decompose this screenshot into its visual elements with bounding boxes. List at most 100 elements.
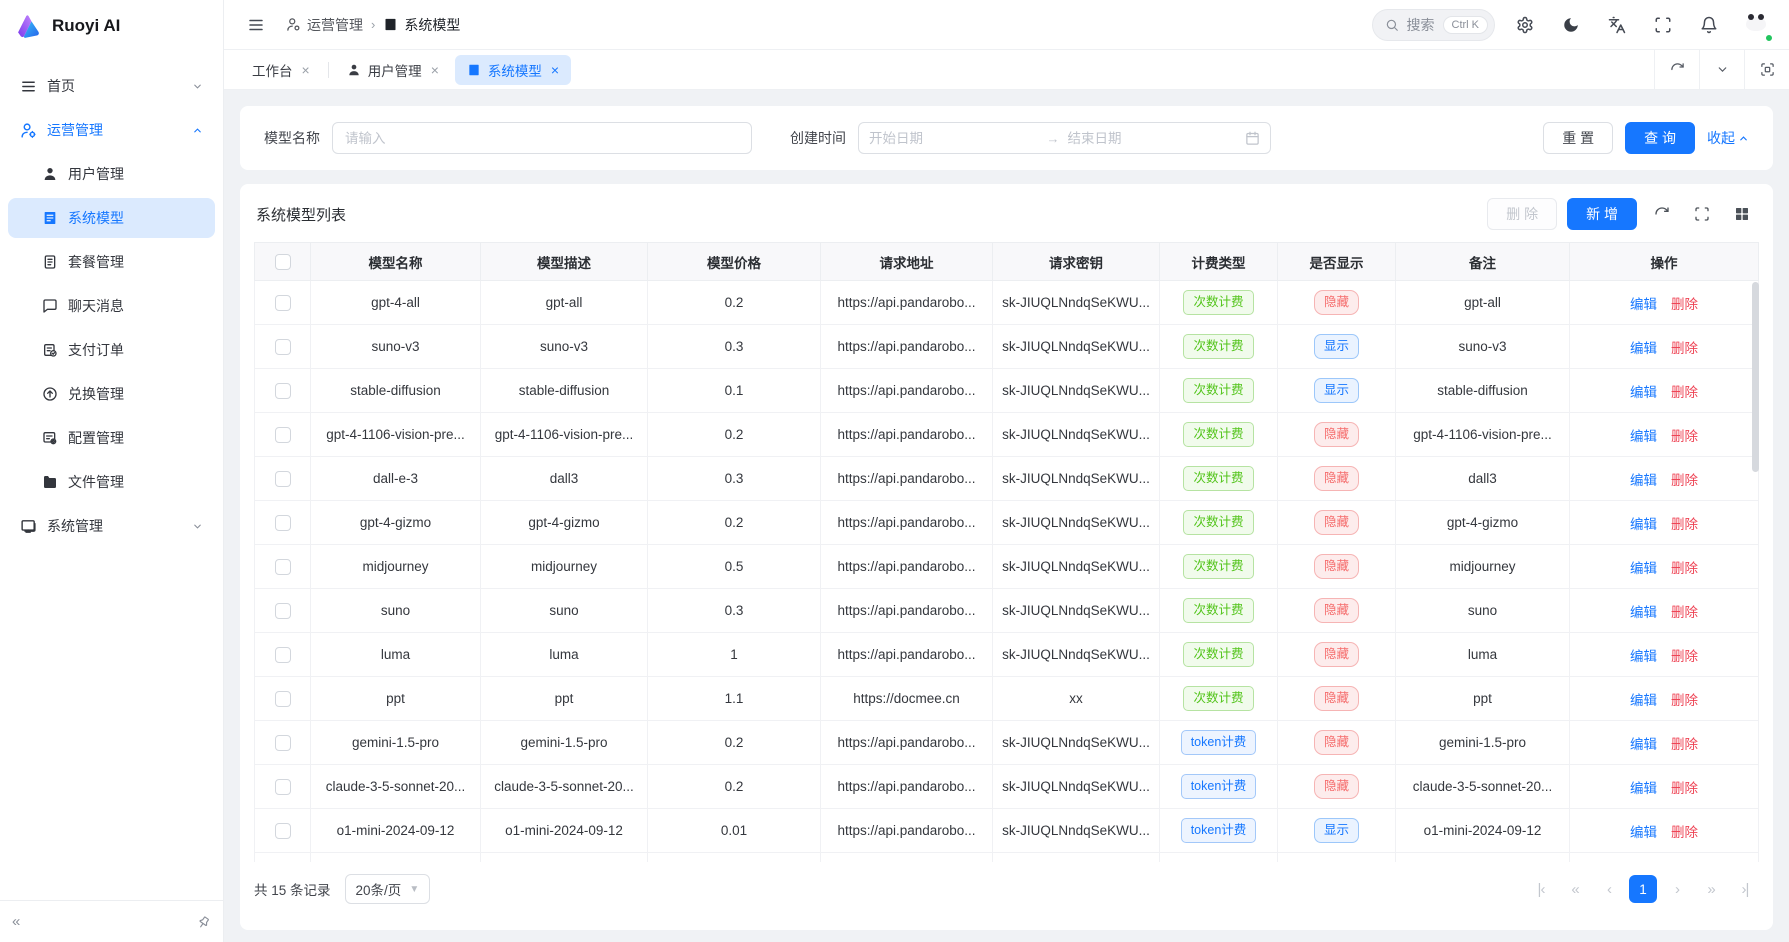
row-checkbox[interactable] — [274, 514, 291, 531]
table-scrollbar-thumb[interactable] — [1752, 282, 1759, 472]
sidebar-item-operations[interactable]: 运营管理 — [8, 110, 215, 150]
row-checkbox[interactable] — [274, 426, 291, 443]
sidebar-item-payment-orders[interactable]: 支付订单 — [8, 330, 215, 370]
row-checkbox[interactable] — [274, 734, 291, 751]
sidebar-collapse-button[interactable]: « — [12, 913, 21, 930]
global-search[interactable]: 搜索 Ctrl K — [1371, 8, 1495, 41]
edit-link[interactable]: 编辑 — [1630, 648, 1657, 664]
prev-page-button[interactable]: ‹ — [1607, 880, 1612, 898]
edit-link[interactable]: 编辑 — [1630, 296, 1657, 312]
sidebar-item-package-mgmt[interactable]: 套餐管理 — [8, 242, 215, 282]
row-checkbox[interactable] — [274, 602, 291, 619]
tab-user-mgmt[interactable]: 用户管理 × — [335, 55, 451, 85]
next-page-button[interactable]: › — [1675, 880, 1680, 898]
hamburger-menu-icon[interactable] — [240, 9, 272, 41]
last-page-button[interactable]: ›| — [1741, 880, 1750, 898]
tab-system-model[interactable]: 系统模型 × — [454, 54, 572, 85]
delete-link[interactable]: 删除 — [1671, 736, 1698, 752]
sidebar-item-file-mgmt[interactable]: 文件管理 — [8, 462, 215, 502]
reset-button[interactable]: 重 置 — [1543, 122, 1614, 154]
row-checkbox[interactable] — [274, 778, 291, 795]
app-logo[interactable]: Ruoyi AI — [0, 0, 223, 52]
prev-jump-button[interactable]: « — [1571, 880, 1579, 898]
add-button[interactable]: 新 增 — [1567, 198, 1637, 230]
delete-link[interactable]: 删除 — [1671, 384, 1698, 400]
request-key: sk-JIUQLNndqSeKWU... — [992, 588, 1160, 633]
edit-link[interactable]: 编辑 — [1630, 824, 1657, 840]
row-checkbox[interactable] — [274, 338, 291, 355]
sidebar-item-home[interactable]: 首页 — [8, 66, 215, 106]
delete-link[interactable]: 删除 — [1671, 516, 1698, 532]
edit-link[interactable]: 编辑 — [1630, 384, 1657, 400]
delete-link[interactable]: 删除 — [1671, 692, 1698, 708]
date-range-picker[interactable]: → — [858, 122, 1271, 154]
sidebar-item-system-model[interactable]: 系统模型 — [8, 198, 215, 238]
model-name-input[interactable] — [332, 122, 752, 154]
sidebar-item-exchange-mgmt[interactable]: 兑换管理 — [8, 374, 215, 414]
language-translate-icon[interactable] — [1601, 9, 1633, 41]
sidebar-item-system-mgmt[interactable]: 系统管理 — [8, 506, 215, 546]
expand-table-icon[interactable] — [1687, 199, 1717, 229]
delete-link[interactable]: 删除 — [1671, 604, 1698, 620]
breadcrumb-parent[interactable]: 运营管理 — [286, 15, 363, 35]
logo-icon — [14, 12, 42, 40]
delete-link[interactable]: 删除 — [1671, 824, 1698, 840]
select-all-checkbox[interactable] — [274, 253, 291, 270]
tab-maximize-icon[interactable] — [1744, 50, 1789, 89]
delete-link[interactable]: 删除 — [1671, 296, 1698, 312]
fullscreen-icon[interactable] — [1647, 9, 1679, 41]
refresh-icon[interactable] — [1647, 199, 1677, 229]
user-avatar[interactable] — [1739, 8, 1774, 43]
next-jump-button[interactable]: » — [1707, 880, 1715, 898]
edit-link[interactable]: 编辑 — [1630, 340, 1657, 356]
end-date-input[interactable] — [1067, 130, 1237, 146]
dark-mode-moon-icon[interactable] — [1555, 9, 1587, 41]
start-date-input[interactable] — [869, 130, 1039, 146]
sidebar-item-config-mgmt[interactable]: 配置管理 — [8, 418, 215, 458]
query-button[interactable]: 查 询 — [1625, 122, 1695, 154]
edit-link[interactable]: 编辑 — [1630, 516, 1657, 532]
collapse-filter-link[interactable]: 收起 — [1707, 128, 1749, 148]
tab-workbench[interactable]: 工作台 × — [252, 61, 310, 79]
page-size-select[interactable]: 20条/页 ▼ — [344, 874, 431, 904]
delete-link[interactable]: 删除 — [1671, 648, 1698, 664]
edit-link[interactable]: 编辑 — [1630, 692, 1657, 708]
first-page-button[interactable]: |‹ — [1537, 880, 1546, 898]
sidebar-item-user-mgmt[interactable]: 用户管理 — [8, 154, 215, 194]
delete-link[interactable]: 删除 — [1671, 428, 1698, 444]
row-checkbox[interactable] — [274, 822, 291, 839]
delete-link[interactable]: 删除 — [1671, 560, 1698, 576]
close-icon[interactable]: × — [550, 61, 560, 78]
tab-refresh-icon[interactable] — [1654, 50, 1699, 89]
row-checkbox[interactable] — [274, 558, 291, 575]
delete-button[interactable]: 删 除 — [1487, 198, 1558, 230]
sidebar-item-chat-messages[interactable]: 聊天消息 — [8, 286, 215, 326]
settings-gear-icon[interactable] — [1509, 9, 1541, 41]
close-icon[interactable]: × — [430, 61, 439, 78]
edit-link[interactable]: 编辑 — [1630, 472, 1657, 488]
row-checkbox[interactable] — [274, 646, 291, 663]
close-icon[interactable]: × — [301, 61, 310, 78]
row-checkbox[interactable] — [274, 470, 291, 487]
edit-link[interactable]: 编辑 — [1630, 604, 1657, 620]
edit-link[interactable]: 编辑 — [1630, 780, 1657, 796]
page-number-button[interactable]: 1 — [1629, 875, 1657, 903]
edit-link[interactable]: 编辑 — [1630, 428, 1657, 444]
delete-link[interactable]: 删除 — [1671, 780, 1698, 796]
delete-link[interactable]: 删除 — [1671, 340, 1698, 356]
tab-chevron-down-icon[interactable] — [1699, 50, 1744, 89]
row-checkbox[interactable] — [274, 690, 291, 707]
notifications-bell-icon[interactable] — [1693, 9, 1725, 41]
breadcrumb-current[interactable]: 系统模型 — [383, 15, 460, 35]
row-checkbox[interactable] — [274, 294, 291, 311]
billing-type-badge: 次数计费 — [1183, 334, 1254, 359]
row-checkbox[interactable] — [274, 382, 291, 399]
column-grid-icon[interactable] — [1727, 199, 1757, 229]
delete-link[interactable]: 删除 — [1671, 472, 1698, 488]
edit-link[interactable]: 编辑 — [1630, 736, 1657, 752]
pin-icon[interactable] — [197, 915, 211, 929]
model-name: suno-v3 — [310, 324, 481, 369]
edit-link[interactable]: 编辑 — [1630, 560, 1657, 576]
model-name: midjourney — [310, 544, 481, 589]
